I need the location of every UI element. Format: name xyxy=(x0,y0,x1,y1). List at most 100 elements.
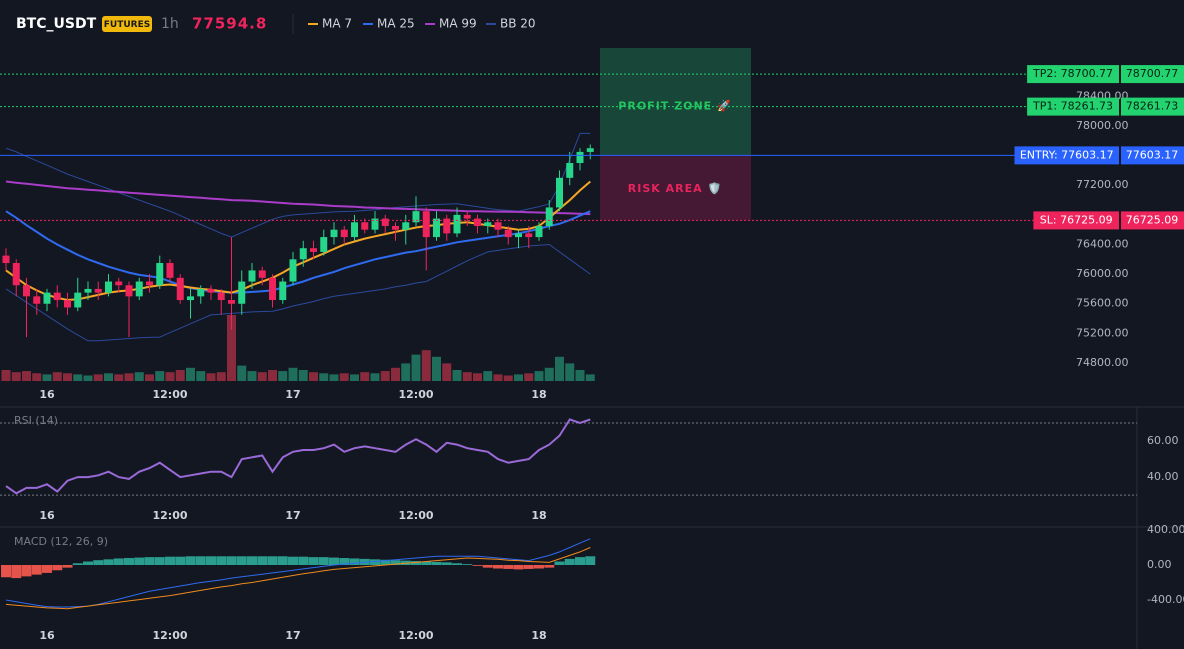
volume-bar xyxy=(196,371,206,381)
macd-histogram-bar xyxy=(257,556,268,566)
volume-bar xyxy=(278,371,288,381)
volume-bar xyxy=(350,374,359,381)
legend-label: MA 99 xyxy=(439,17,477,31)
macd-histogram-bar xyxy=(482,565,493,568)
volume-bar xyxy=(93,374,103,381)
macd-histogram-bar xyxy=(93,560,104,566)
macd-histogram-bar xyxy=(175,556,186,566)
candle-body xyxy=(115,281,123,286)
candle-body xyxy=(392,225,399,230)
macd-histogram-bar xyxy=(339,558,350,566)
volume-bar xyxy=(257,372,267,381)
candle-body xyxy=(340,229,348,238)
volume-bar xyxy=(22,371,31,381)
candle-body xyxy=(515,233,522,238)
price-tag xyxy=(1121,146,1184,165)
volume-bar xyxy=(452,370,462,381)
x-tick-label: 18 xyxy=(531,509,546,522)
badge-bg xyxy=(102,16,152,32)
candle-body xyxy=(545,207,553,226)
macd-histogram-bar xyxy=(564,558,575,566)
candle-body xyxy=(402,222,410,230)
rsi-line xyxy=(5,418,591,495)
y-tick-label: 75600.00 xyxy=(1076,297,1129,310)
ma-line xyxy=(5,180,591,302)
volume-bar xyxy=(534,371,544,381)
candle-body xyxy=(135,281,143,297)
pane-title: RSI (14) xyxy=(14,414,58,427)
candle-body xyxy=(412,211,420,223)
macd-histogram-bar xyxy=(554,561,565,566)
x-tick-label: 12:00 xyxy=(152,388,187,401)
candle-body xyxy=(187,296,194,301)
volume-bar xyxy=(544,367,554,381)
y-tick-label: 0.00 xyxy=(1147,558,1172,571)
volume-bar xyxy=(421,350,431,381)
macd-histogram-bar xyxy=(11,565,22,579)
macd-histogram-bar xyxy=(267,556,278,566)
volume-bar xyxy=(155,371,165,381)
price-tag xyxy=(1121,211,1184,230)
x-tick-label: 16 xyxy=(39,509,55,522)
volume-bar xyxy=(339,373,349,381)
y-tick-label: 400.00 xyxy=(1147,523,1184,536)
macd-histogram-bar xyxy=(493,565,503,569)
y-tick-label: 74800.00 xyxy=(1076,356,1129,369)
volume-bar xyxy=(247,371,257,381)
candle-body xyxy=(197,288,205,297)
macd-line xyxy=(5,538,591,608)
volume-bar xyxy=(145,374,154,381)
macd-histogram-bar xyxy=(52,565,63,571)
candle-body xyxy=(238,281,246,304)
candle-body xyxy=(125,285,133,297)
macd-histogram-bar xyxy=(472,565,483,566)
volume-bar xyxy=(442,363,452,381)
candle-body xyxy=(474,218,481,226)
x-tick-label: 16 xyxy=(39,629,55,642)
candle-body xyxy=(156,263,164,286)
candle-body xyxy=(381,218,389,226)
last-price: 77594.8 xyxy=(192,15,267,33)
volume-bar xyxy=(503,375,513,381)
volume-bar xyxy=(83,375,93,381)
macd-histogram-bar xyxy=(308,557,319,566)
candle-body xyxy=(84,288,92,293)
macd-histogram-bar xyxy=(83,561,93,566)
candle-body xyxy=(586,148,594,152)
candle-body xyxy=(258,270,266,278)
y-tick-label: 75200.00 xyxy=(1076,326,1129,339)
candle-body xyxy=(371,218,379,230)
volume-bar xyxy=(186,367,195,381)
bb-lower xyxy=(5,243,591,342)
macd-histogram-bar xyxy=(216,556,227,566)
y-tick-label: -400.00 xyxy=(1147,593,1184,606)
macd-histogram-bar xyxy=(134,557,145,566)
volume-bar xyxy=(319,373,329,381)
candle-body xyxy=(146,281,153,286)
macd-histogram-bar xyxy=(226,556,237,566)
interval[interactable]: 1h xyxy=(161,16,179,32)
level-tag xyxy=(1027,97,1119,116)
volume-bar xyxy=(63,373,72,381)
macd-histogram-bar xyxy=(144,557,155,566)
level-tag-label: SL: 76725.09 xyxy=(1040,213,1113,226)
macd-histogram-bar xyxy=(113,558,124,566)
volume-bar xyxy=(391,367,400,381)
badge: FUTURES xyxy=(104,20,150,30)
macd-histogram-bar xyxy=(503,565,514,569)
candle-body xyxy=(2,255,10,264)
candle-body xyxy=(320,237,328,252)
y-tick-label: 78000.00 xyxy=(1076,119,1129,132)
macd-line xyxy=(5,547,591,610)
volume-bar xyxy=(329,374,339,381)
x-tick-label: 18 xyxy=(531,388,546,401)
candle-body xyxy=(535,225,543,238)
price-tag xyxy=(1121,97,1184,116)
macd-histogram-bar xyxy=(513,565,524,570)
level-tag-label: TP1: 78261.73 xyxy=(1032,100,1113,113)
volume-bar xyxy=(360,372,370,381)
candle-body xyxy=(453,214,461,234)
x-tick-label: 12:00 xyxy=(398,509,433,522)
x-tick-label: 17 xyxy=(285,509,300,522)
